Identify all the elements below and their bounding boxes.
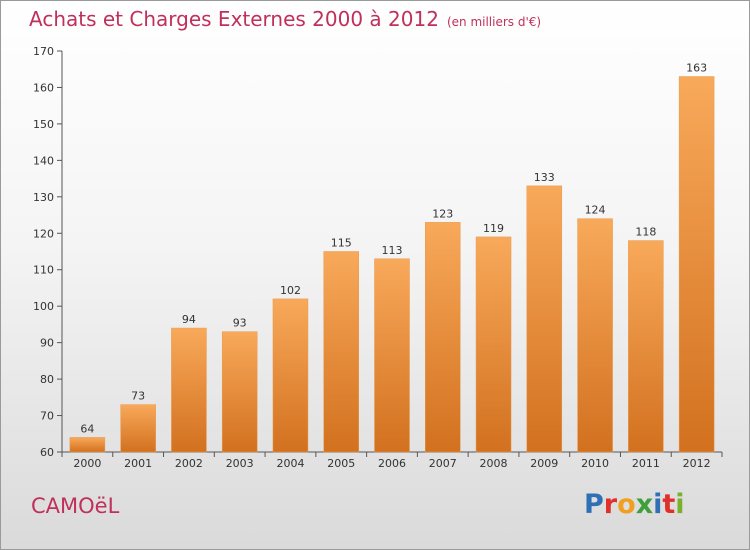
x-tick-label: 2003	[226, 457, 254, 470]
chart-bars: 64 73 94 93 102 115 113 123 119 133 124 118 163	[69, 62, 715, 453]
y-tick-label: 170	[33, 45, 54, 58]
data-label: 163	[686, 62, 707, 75]
bar	[678, 76, 715, 453]
bar	[425, 222, 461, 453]
bar	[374, 258, 410, 453]
commune-name: CAMOëL	[31, 494, 120, 518]
logo-letter: x	[635, 489, 654, 520]
y-tick-label: 120	[33, 227, 54, 240]
chart-axes: 60 70 80 90 100 110 120 130 140 150 160 170 2000 2001…	[33, 45, 723, 470]
logo-letter: r	[603, 489, 618, 520]
y-tick-label: 130	[33, 191, 54, 204]
data-label: 64	[80, 422, 94, 435]
bar	[120, 404, 156, 453]
logo-letter: t	[662, 489, 676, 520]
x-tick-label: 2006	[378, 457, 406, 470]
x-tick-label: 2005	[327, 457, 355, 470]
data-label: 119	[483, 222, 504, 235]
y-tick-label: 100	[33, 300, 54, 313]
bar	[526, 185, 563, 453]
bar	[628, 240, 664, 453]
chart-title: Achats et Charges Externes 2000 à 2012 (e…	[29, 7, 541, 31]
x-tick-label: 2004	[276, 457, 304, 470]
bar	[475, 236, 512, 453]
y-tick-label: 80	[40, 373, 54, 386]
x-tick-label: 2011	[632, 457, 660, 470]
data-label: 123	[432, 207, 453, 220]
x-tick-label: 2001	[124, 457, 152, 470]
data-label: 133	[534, 171, 555, 184]
data-label: 113	[382, 244, 403, 257]
logo-letter: P	[584, 489, 604, 520]
y-tick-label: 160	[33, 81, 54, 94]
x-tick-label: 2002	[175, 457, 203, 470]
logo-letter: i	[653, 489, 663, 520]
chart-subtitle: (en milliers d'€)	[446, 15, 542, 29]
proxiti-logo: Proxiti	[584, 489, 685, 520]
y-tick-label: 70	[40, 410, 54, 423]
y-tick-label: 140	[33, 154, 54, 167]
data-label: 93	[233, 317, 247, 330]
data-label: 124	[585, 204, 606, 217]
bar	[323, 251, 359, 453]
logo-letter: o	[617, 489, 636, 520]
bar	[272, 298, 309, 453]
data-label: 115	[331, 237, 352, 250]
x-tick-label: 2010	[581, 457, 609, 470]
x-tick-label: 2008	[480, 457, 508, 470]
title-text: Achats et Charges Externes 2000 à 2012	[29, 7, 439, 31]
y-tick-label: 110	[33, 264, 54, 277]
data-label: 102	[280, 284, 301, 297]
x-tick-label: 2009	[530, 457, 558, 470]
y-tick-label: 90	[40, 337, 54, 350]
data-label: 73	[131, 390, 145, 403]
bar	[577, 218, 613, 453]
x-tick-label: 2000	[73, 457, 101, 470]
y-tick-label: 150	[33, 118, 54, 131]
y-tick-label: 60	[40, 446, 54, 459]
bar	[171, 327, 207, 453]
bar	[221, 331, 258, 453]
data-label: 94	[182, 313, 196, 326]
x-tick-label: 2012	[683, 457, 711, 470]
x-tick-label: 2007	[429, 457, 457, 470]
bar	[69, 437, 106, 453]
logo-letter: i	[675, 489, 685, 520]
data-label: 118	[635, 226, 656, 239]
